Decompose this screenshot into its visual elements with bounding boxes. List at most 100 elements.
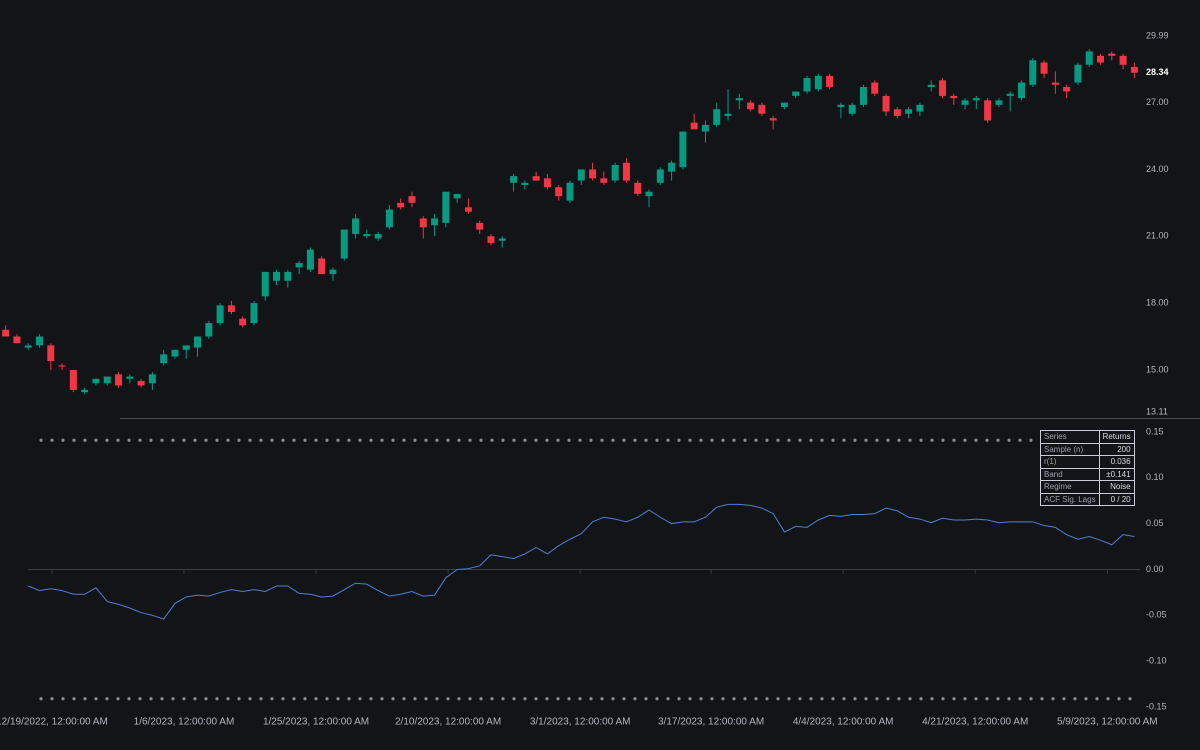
candle-body: [690, 122, 698, 130]
candle-body: [1029, 60, 1037, 85]
table-row: Sample (n) 200: [1040, 442, 1135, 456]
candle-body: [1074, 64, 1082, 83]
candle-body: [137, 381, 145, 386]
candle-body: [837, 104, 845, 108]
candle-body: [487, 236, 495, 243]
y-tick-label: 0.05: [1146, 518, 1164, 528]
candle-body: [611, 164, 619, 181]
candle-body: [972, 98, 980, 101]
candle-body: [713, 109, 721, 125]
candle-body: [532, 176, 540, 181]
candle-body: [645, 191, 653, 197]
candle-body: [69, 369, 77, 390]
candle-body: [600, 178, 608, 183]
table-cell: Regime: [1040, 480, 1100, 494]
candle-body: [352, 218, 360, 235]
table-cell: 0.036: [1098, 455, 1135, 469]
candle-body: [273, 271, 281, 281]
candle-body: [194, 336, 202, 348]
table-row: r(1) 0.036: [1040, 455, 1135, 469]
candle-body: [905, 109, 913, 114]
table-cell: Band: [1040, 467, 1100, 481]
y-tick-label: 0.00: [1146, 564, 1164, 574]
candle-body: [668, 162, 676, 172]
candle-body: [1085, 51, 1093, 65]
candle-body: [148, 374, 156, 384]
table-cell: Returns: [1098, 430, 1135, 444]
candle-body: [622, 162, 630, 181]
last-price-label: 28.34: [1146, 67, 1169, 77]
candle-body: [1006, 93, 1014, 96]
candle-body: [442, 191, 450, 223]
candle-body: [261, 271, 269, 297]
x-tick-label: 2/10/2023, 12:00:00 AM: [395, 717, 501, 728]
candle-body: [464, 207, 472, 212]
y-tick-label: 27.00: [1146, 97, 1169, 107]
candle-body: [555, 187, 563, 197]
x-tick-label: 12/19/2022, 12:00:00 AM: [0, 717, 108, 728]
y-tick-label: 0.15: [1146, 426, 1164, 436]
candle-body: [769, 118, 777, 121]
candle-body: [634, 182, 642, 194]
candle-body: [1040, 62, 1048, 74]
candle-body: [306, 249, 314, 270]
y-tick-label: 21.00: [1146, 231, 1169, 241]
candle-body: [103, 376, 111, 384]
candle-body: [419, 218, 427, 228]
candle-body: [1130, 66, 1138, 73]
candle-body: [893, 109, 901, 116]
candle-body: [758, 104, 766, 114]
x-tick-label: 1/6/2023, 12:00:00 AM: [134, 717, 235, 728]
table-cell: Series: [1040, 430, 1100, 444]
candle-body: [803, 78, 811, 92]
candle-body: [58, 365, 66, 367]
candle-body: [408, 196, 416, 203]
table-cell: ±0.141: [1098, 467, 1135, 481]
x-tick-label: 1/25/2023, 12:00:00 AM: [263, 717, 369, 728]
candle-body: [566, 182, 574, 201]
candle-body: [340, 229, 348, 259]
candle-body: [81, 389, 89, 393]
table-cell: ACF Sig. Lags: [1040, 492, 1100, 506]
table-row: Series Returns: [1040, 430, 1135, 444]
candle-body: [916, 104, 924, 112]
candle-body: [826, 75, 834, 88]
y-tick-label: 29.99: [1146, 30, 1169, 40]
candle-body: [735, 98, 743, 101]
y-tick-label: 18.00: [1146, 297, 1169, 307]
candle-body: [656, 169, 664, 183]
x-tick-label: 4/21/2023, 12:00:00 AM: [922, 717, 1028, 728]
candle-body: [92, 378, 100, 384]
candle-body: [724, 113, 732, 116]
candle-body: [814, 75, 822, 90]
candle-body: [397, 202, 405, 208]
candle-body: [679, 131, 687, 168]
x-tick-label: 4/4/2023, 12:00:00 AM: [793, 717, 894, 728]
candle-body: [171, 349, 179, 357]
x-tick-label: 3/17/2023, 12:00:00 AM: [658, 717, 764, 728]
candle-body: [859, 87, 867, 105]
candle-body: [24, 345, 32, 348]
candle-body: [295, 262, 303, 268]
candle-body: [318, 258, 326, 275]
candle-body: [792, 91, 800, 96]
y-tick-label: 13.11: [1146, 406, 1168, 416]
candle-body: [284, 271, 292, 281]
candle-body: [995, 100, 1003, 105]
candle-body: [780, 102, 788, 108]
y-tick-label: -0.10: [1146, 656, 1167, 666]
y-tick-label: 0.10: [1146, 472, 1164, 482]
candle-body: [938, 80, 946, 96]
table-cell: Sample (n): [1040, 442, 1100, 456]
y-tick-label: 15.00: [1146, 364, 1169, 374]
candle-body: [47, 345, 55, 361]
table-cell: 0 / 20: [1098, 492, 1135, 506]
candle-body: [1051, 82, 1059, 85]
x-tick-label: 3/1/2023, 12:00:00 AM: [530, 717, 631, 728]
table-cell: r(1): [1040, 455, 1100, 469]
candle-body: [2, 329, 10, 337]
returns-line: [28, 503, 1135, 620]
table-row: Band ±0.141: [1040, 467, 1135, 481]
